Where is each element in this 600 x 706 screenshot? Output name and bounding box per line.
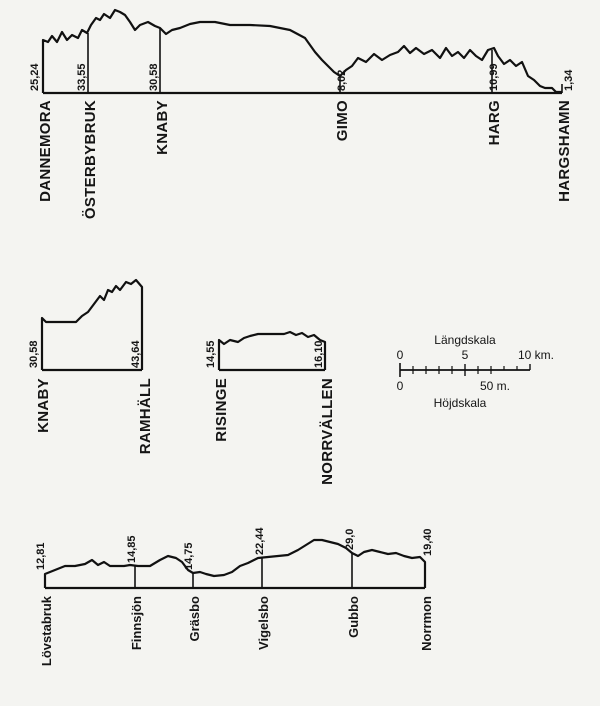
- elevation-norrvallen: 16,10: [313, 340, 325, 368]
- station-name-hargshamn: HARGSHAMN: [556, 100, 573, 202]
- station-name-finnsjon: Finnsjön: [129, 596, 144, 650]
- terrain-line-main: [41, 8, 562, 94]
- station-name-harg: HARG: [486, 100, 503, 145]
- terrain-line-risinge-norrvallen: [217, 330, 327, 370]
- elevation-harg: 10,99: [488, 63, 500, 91]
- station-name-gimo: GIMO: [334, 100, 351, 141]
- station-name-grasbo: Gräsbo: [187, 596, 202, 642]
- station-name-risinge: RISINGE: [213, 378, 230, 442]
- elevation-hargshamn: 1,34: [563, 69, 575, 91]
- length-scale-tick-5: 5: [462, 348, 469, 362]
- profile-main-line: [41, 8, 563, 95]
- terrain-line-lovstabruk-norrmon: [43, 538, 427, 588]
- station-name-norrvallen: NORRVÄLLEN: [319, 378, 336, 485]
- profile-lovstabruk-norrmon: [43, 538, 427, 590]
- station-name-norrmon: Norrmon: [419, 596, 434, 651]
- height-scale-tick-50: 50 m.: [480, 379, 510, 393]
- profile-knaby-ramhall: [40, 278, 144, 372]
- station-name-vigelsbo: Vigelsbo: [256, 596, 271, 650]
- elevation-gubbo: 29,0: [344, 529, 356, 550]
- height-scale-label: Höjdskala: [434, 396, 487, 410]
- elevation-gimo: 8,02: [336, 70, 348, 91]
- elevation-knaby-2: 30,58: [28, 340, 40, 368]
- station-name-knaby-2: KNABY: [35, 378, 52, 433]
- length-scale-tick-0: 0: [397, 348, 404, 362]
- station-name-ramhall: RAMHÄLL: [137, 378, 154, 454]
- elevation-lovstabruk: 12,81: [35, 542, 47, 570]
- elevation-grasbo: 14,75: [183, 542, 195, 570]
- elevation-knaby: 30,58: [148, 63, 160, 91]
- elevation-osterbybruk: 33,55: [76, 63, 88, 91]
- station-name-osterbybruk: ÖSTERBYBRUK: [82, 100, 99, 219]
- station-name-knaby: KNABY: [154, 100, 171, 155]
- elevation-vigelsbo: 22,44: [254, 527, 266, 555]
- elevation-dannemora: 25,24: [29, 63, 41, 91]
- station-name-lovstabruk: Lövstabruk: [39, 595, 54, 666]
- elevation-risinge: 14,55: [205, 340, 217, 368]
- profile-risinge-norrvallen: [217, 330, 327, 372]
- terrain-line-knaby-ramhall: [40, 278, 144, 370]
- height-scale-tick-0: 0: [397, 379, 404, 393]
- station-name-gubbo: Gubbo: [346, 596, 361, 638]
- station-name-dannemora: DANNEMORA: [37, 100, 54, 202]
- scale-bar: Längdskala 0 5 10 km. 0 50 m. Höjdskala: [397, 333, 554, 410]
- length-scale-label: Längdskala: [434, 333, 496, 347]
- elevation-norrmon: 19,40: [422, 528, 434, 556]
- elevation-ramhall: 43,64: [130, 340, 142, 368]
- elevation-finnsjon: 14,85: [126, 535, 138, 563]
- length-scale-tick-10: 10 km.: [518, 348, 554, 362]
